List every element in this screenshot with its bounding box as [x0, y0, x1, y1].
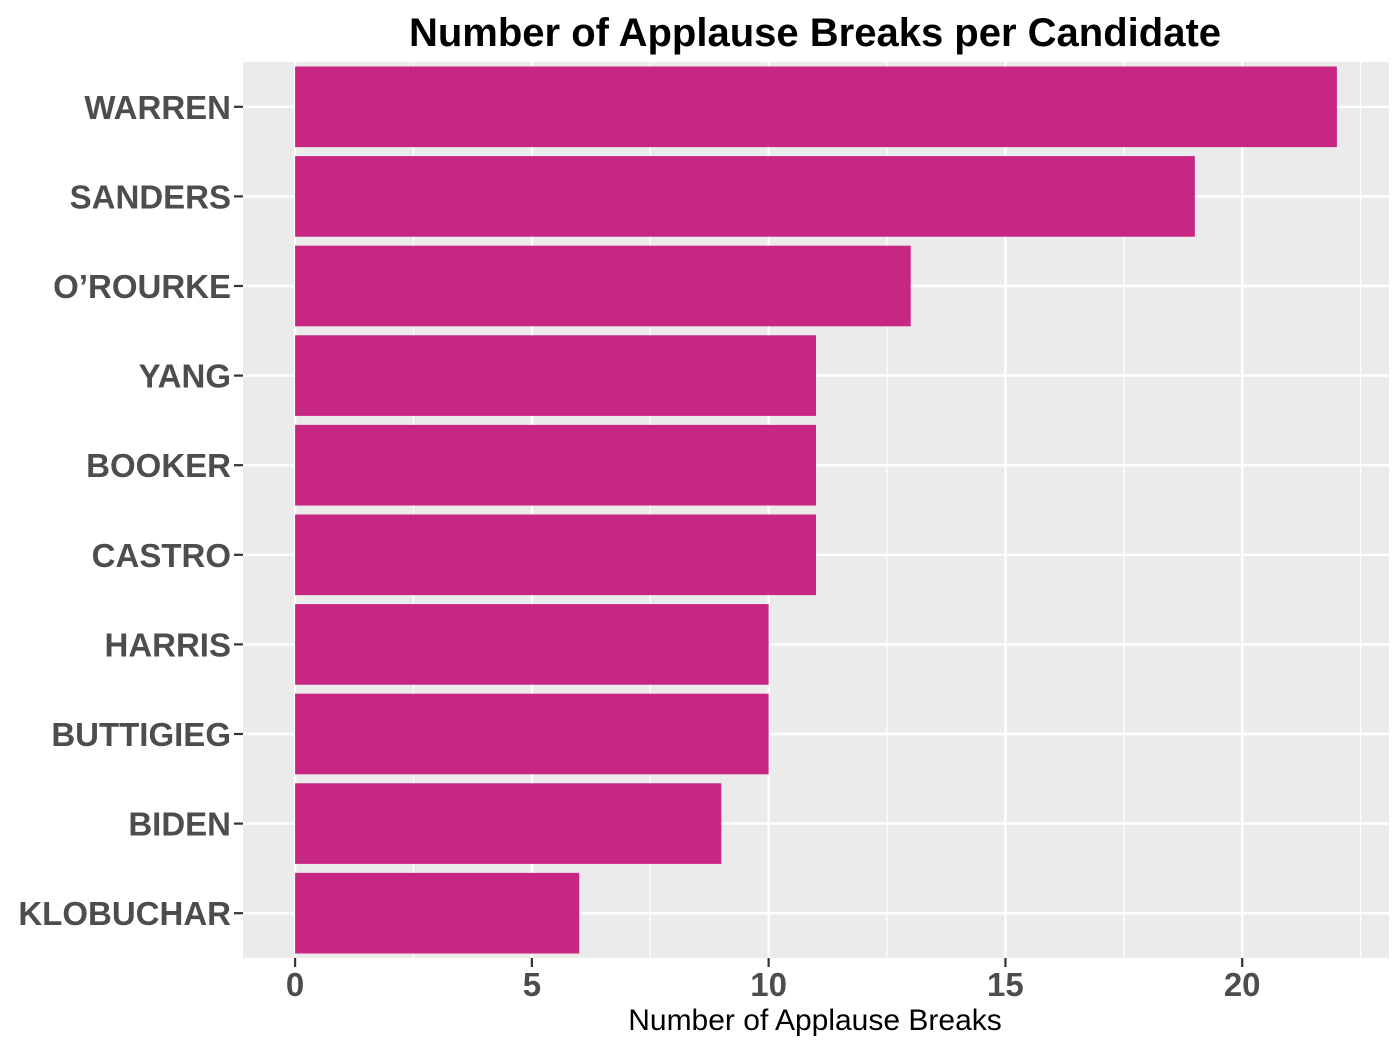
x-tick-label: 5	[523, 966, 541, 1003]
y-tick-label: CASTRO	[92, 537, 231, 574]
y-tick-label: SANDERS	[70, 178, 231, 215]
bar-warren	[295, 66, 1337, 148]
y-tick-label: YANG	[139, 358, 231, 395]
bar-yang	[295, 335, 816, 416]
y-tick-label: HARRIS	[104, 626, 231, 663]
bar-biden	[295, 783, 722, 864]
bar-castro	[295, 514, 816, 596]
x-axis: 0 5 10 15 20	[286, 958, 1261, 1003]
y-tick-label: BOOKER	[86, 447, 231, 484]
y-tick-label: O’ROURKE	[53, 268, 231, 305]
y-tick-label: BUTTIGIEG	[51, 716, 231, 753]
y-tick-label: KLOBUCHAR	[18, 895, 231, 932]
x-tick-label: 20	[1224, 966, 1261, 1003]
bar-booker	[295, 424, 816, 506]
bars	[295, 66, 1337, 954]
y-tick-label: BIDEN	[128, 806, 231, 843]
bar-sanders	[295, 156, 1195, 237]
x-axis-title: Number of Applause Breaks	[628, 1004, 1002, 1037]
bar-harris	[295, 604, 769, 685]
y-axis: WARREN SANDERS O’ROURKE YANG BOOKER CASTRO HAR…	[18, 89, 243, 932]
chart-title: Number of Applause Breaks per Candidate	[409, 11, 1221, 55]
y-tick-label: WARREN	[84, 89, 231, 126]
bar-orourke	[295, 245, 911, 327]
bar-buttigieg	[295, 693, 769, 775]
bar-klobuchar	[295, 872, 580, 954]
x-tick-label: 10	[750, 966, 787, 1003]
x-tick-label: 0	[286, 966, 304, 1003]
x-tick-label: 15	[987, 966, 1024, 1003]
